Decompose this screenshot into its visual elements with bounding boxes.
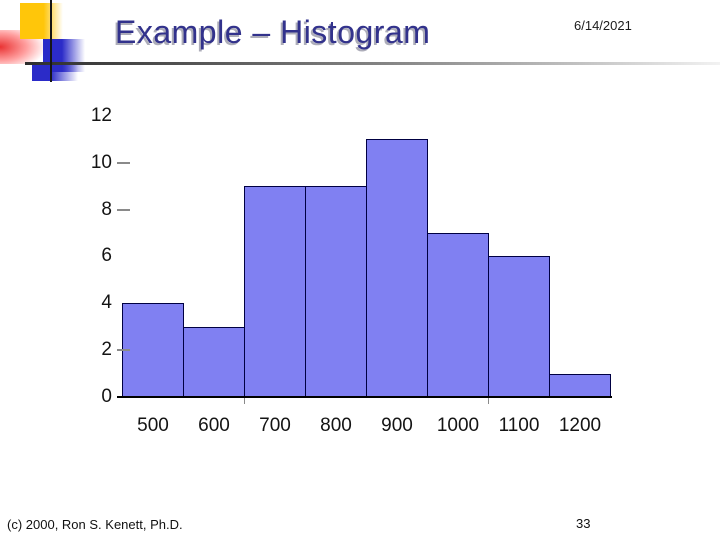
y-axis-tick-dash (117, 208, 130, 211)
histogram-bar (427, 233, 489, 397)
y-axis-label: 0 (101, 386, 112, 407)
slide-date: 6/14/2021 (574, 18, 632, 33)
x-axis-tick (487, 397, 489, 404)
y-axis-label: 6 (101, 245, 112, 267)
histogram-bar (183, 326, 245, 397)
decor-vertical-line (50, 0, 52, 82)
y-axis-tick-dash (117, 349, 130, 352)
y-axis-label: 2 (101, 339, 112, 361)
histogram-bar (244, 186, 306, 397)
y-axis-label: 12 (90, 104, 112, 126)
histogram-bar (366, 139, 428, 397)
x-axis-label: 900 (381, 415, 413, 436)
decor-yellow-square (20, 3, 63, 39)
copyright-footer: (c) 2000, Ron S. Kenett, Ph.D. (7, 517, 183, 532)
x-axis-label: 500 (137, 415, 169, 436)
x-axis-label: 1200 (558, 415, 602, 436)
y-axis-label: 8 (101, 198, 112, 220)
x-axis-label: 600 (198, 415, 230, 436)
y-axis-label: 10 (90, 151, 112, 173)
y-axis-tick-dash (117, 161, 130, 164)
x-axis-label: 700 (259, 415, 291, 436)
histogram-bar (305, 186, 367, 397)
decor-blue-tab (32, 64, 78, 81)
slide-title: Example – Histogram (115, 14, 431, 50)
x-axis-label: 800 (320, 415, 352, 436)
title-divider-rule (25, 62, 720, 65)
histogram-bar (549, 373, 611, 397)
page-number: 33 (576, 516, 591, 531)
histogram-bar (488, 256, 550, 397)
histogram-bar (122, 303, 184, 397)
x-axis-label: 1000 (436, 415, 480, 436)
x-axis-label: 1100 (498, 415, 540, 436)
x-axis-tick (243, 397, 245, 404)
y-axis-label: 4 (101, 292, 112, 314)
x-axis-baseline (117, 395, 612, 398)
